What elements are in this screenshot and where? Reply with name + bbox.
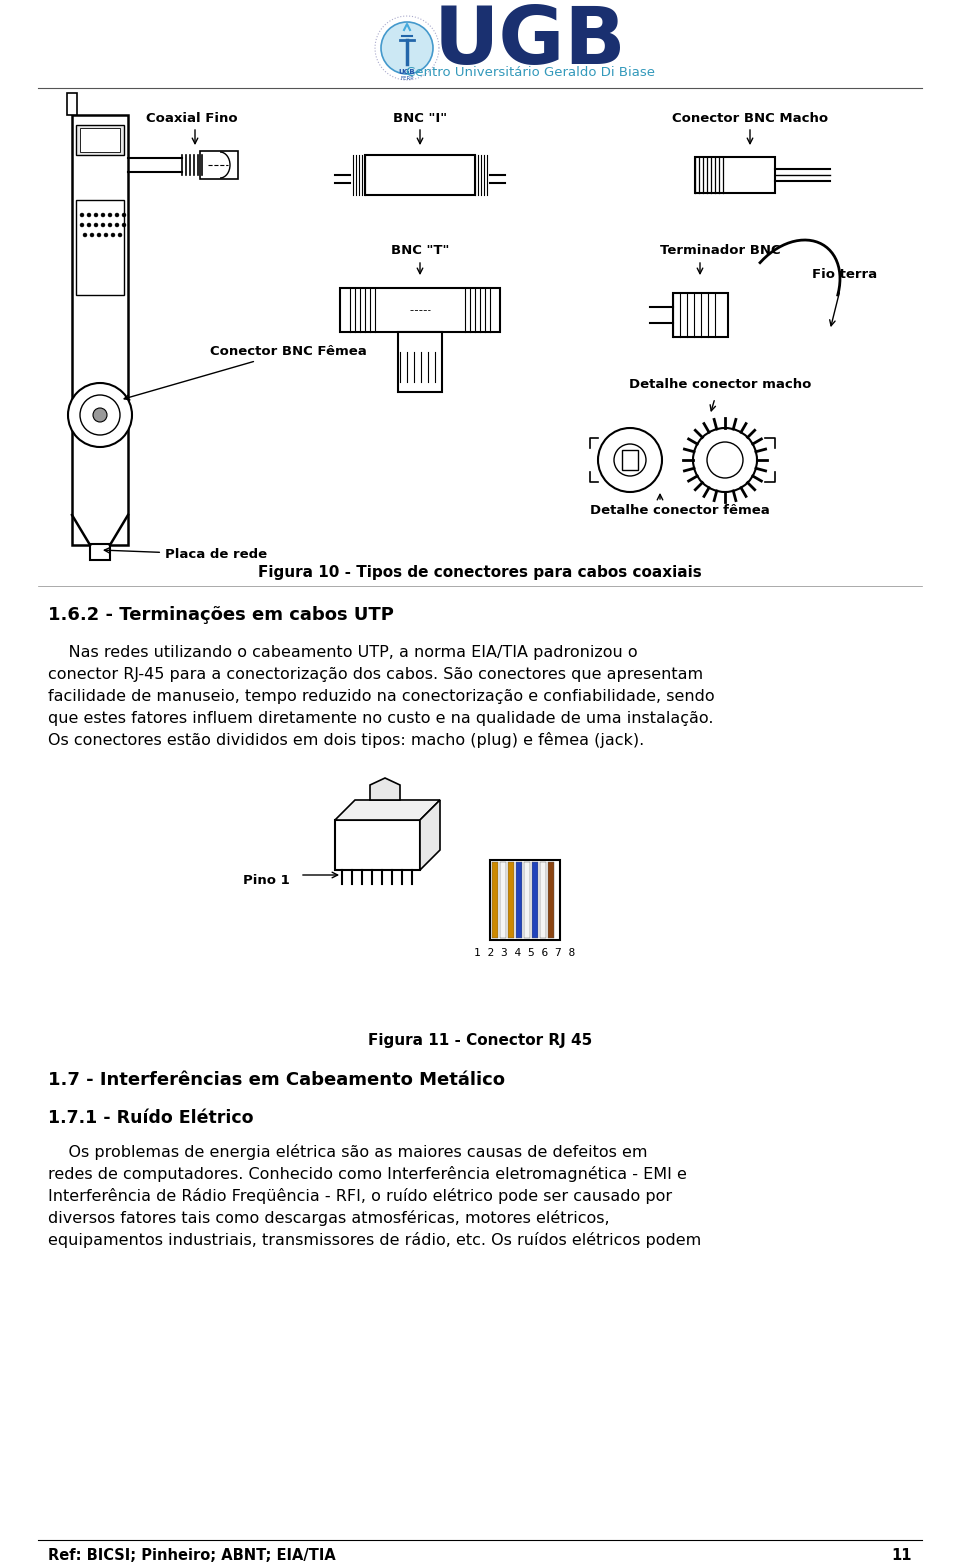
Bar (492, 863, 498, 938)
Polygon shape (420, 800, 440, 871)
Bar (500, 863, 506, 938)
Text: que estes fatores influem diretamente no custo e na qualidade de uma instalação.: que estes fatores influem diretamente no… (48, 711, 713, 725)
Circle shape (83, 233, 87, 238)
Circle shape (614, 444, 646, 477)
Circle shape (118, 233, 122, 238)
Circle shape (80, 213, 84, 217)
Text: Centro Universitário Geraldo Di Biase: Centro Universitário Geraldo Di Biase (405, 66, 655, 78)
Bar (490, 860, 560, 939)
Text: redes de computadores. Conhecido como Interferência eletromagnética - EMI e: redes de computadores. Conhecido como In… (48, 1166, 686, 1182)
Bar (398, 331, 442, 392)
Circle shape (122, 213, 126, 217)
Bar (200, 152, 238, 180)
Text: Figura 10 - Tipos de conectores para cabos coaxiais: Figura 10 - Tipos de conectores para cab… (258, 564, 702, 580)
Text: facilidade de manuseio, tempo reduzido na conectorização e confiabilidade, sendo: facilidade de manuseio, tempo reduzido n… (48, 688, 714, 703)
Text: UGB: UGB (398, 69, 416, 75)
Circle shape (693, 428, 757, 492)
Text: Detalhe conector fêmea: Detalhe conector fêmea (590, 503, 770, 516)
Circle shape (97, 233, 101, 238)
Circle shape (101, 213, 105, 217)
Bar (340, 288, 500, 331)
Text: Conector BNC Fêmea: Conector BNC Fêmea (124, 345, 367, 400)
Text: BNC "I": BNC "I" (393, 111, 447, 125)
Circle shape (122, 224, 126, 227)
Text: conector RJ-45 para a conectorização dos cabos. São conectores que apresentam: conector RJ-45 para a conectorização dos… (48, 666, 703, 681)
Bar (695, 156, 775, 192)
Circle shape (104, 233, 108, 238)
Text: Conector BNC Macho: Conector BNC Macho (672, 111, 828, 125)
Text: equipamentos industriais, transmissores de rádio, etc. Os ruídos elétricos podem: equipamentos industriais, transmissores … (48, 1232, 701, 1247)
Circle shape (598, 428, 662, 492)
Bar (673, 292, 728, 338)
Circle shape (94, 213, 98, 217)
Text: Fio terra: Fio terra (812, 269, 877, 281)
Circle shape (80, 224, 84, 227)
Polygon shape (335, 821, 420, 871)
Circle shape (87, 213, 91, 217)
Text: Os problemas de energia elétrica são as maiores causas de defeitos em: Os problemas de energia elétrica são as … (48, 1144, 647, 1160)
Circle shape (80, 395, 120, 435)
Circle shape (108, 224, 112, 227)
Circle shape (87, 224, 91, 227)
Text: Figura 11 - Conector RJ 45: Figura 11 - Conector RJ 45 (368, 1033, 592, 1047)
Bar (90, 544, 110, 560)
Text: Ref: BICSI; Pinheiro; ABNT; EIA/TIA: Ref: BICSI; Pinheiro; ABNT; EIA/TIA (48, 1549, 336, 1563)
Text: Detalhe conector macho: Detalhe conector macho (629, 378, 811, 391)
Text: 1.7.1 - Ruído Elétrico: 1.7.1 - Ruído Elétrico (48, 1110, 253, 1127)
Text: 1.7 - Interferências em Cabeamento Metálico: 1.7 - Interferências em Cabeamento Metál… (48, 1071, 505, 1089)
Bar (72, 116, 128, 545)
Circle shape (94, 224, 98, 227)
Text: UGB: UGB (434, 3, 626, 81)
Circle shape (101, 224, 105, 227)
Bar (76, 200, 124, 295)
Text: Nas redes utilizando o cabeamento UTP, a norma EIA/TIA padronizou o: Nas redes utilizando o cabeamento UTP, a… (48, 644, 637, 660)
Bar (548, 863, 554, 938)
Text: 11: 11 (892, 1549, 912, 1563)
Text: FERP: FERP (400, 77, 414, 81)
Text: Os conectores estão divididos em dois tipos: macho (plug) e fêmea (jack).: Os conectores estão divididos em dois ti… (48, 731, 644, 749)
Bar (508, 863, 514, 938)
Bar (365, 155, 475, 195)
Circle shape (707, 442, 743, 478)
Text: 1.6.2 - Terminações em cabos UTP: 1.6.2 - Terminações em cabos UTP (48, 606, 394, 624)
Text: Interferência de Rádio Freqüência - RFI, o ruído elétrico pode ser causado por: Interferência de Rádio Freqüência - RFI,… (48, 1188, 672, 1204)
Text: diversos fatores tais como descargas atmosféricas, motores elétricos,: diversos fatores tais como descargas atm… (48, 1210, 610, 1225)
Circle shape (68, 383, 132, 447)
Text: Placa de rede: Placa de rede (105, 547, 267, 561)
Bar (516, 863, 522, 938)
Bar (67, 94, 77, 116)
Bar (80, 128, 120, 152)
Circle shape (108, 213, 112, 217)
Bar (76, 125, 124, 155)
Text: Coaxial Fino: Coaxial Fino (146, 111, 238, 125)
Bar (524, 863, 530, 938)
Bar (540, 863, 546, 938)
Text: 1 2 3 4 5 6 7 8: 1 2 3 4 5 6 7 8 (474, 949, 576, 958)
Circle shape (90, 233, 94, 238)
Circle shape (93, 408, 107, 422)
Polygon shape (370, 778, 400, 800)
Circle shape (115, 224, 119, 227)
Circle shape (381, 22, 433, 73)
Bar (532, 863, 538, 938)
Circle shape (111, 233, 115, 238)
Bar (622, 450, 638, 470)
Text: Pino 1: Pino 1 (243, 874, 290, 886)
Text: BNC "T": BNC "T" (391, 244, 449, 256)
Polygon shape (335, 800, 440, 821)
Circle shape (115, 213, 119, 217)
Text: Terminador BNC: Terminador BNC (660, 244, 780, 256)
